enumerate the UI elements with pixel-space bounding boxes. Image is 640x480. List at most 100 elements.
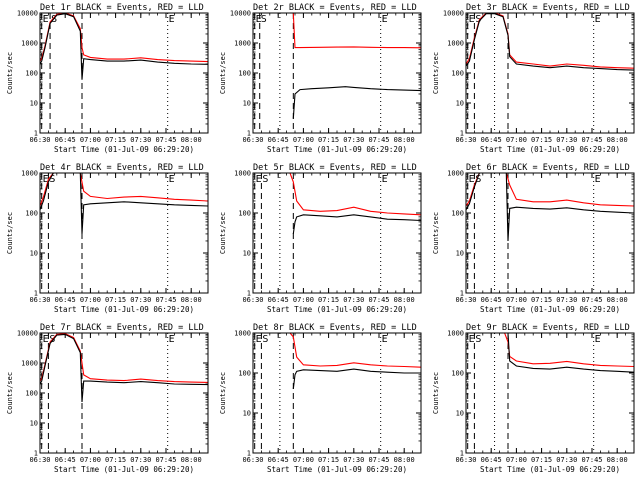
x-axis-label: Start Time (01-Jul-09 06:29:20)	[54, 145, 194, 154]
series-line-events	[466, 173, 634, 242]
panel-3: Det 3r BLACK = Events, RED = LLD Counts/s…	[432, 3, 635, 154]
x-tick-label: 07:15	[318, 456, 339, 464]
event-marker-label: S	[475, 334, 481, 345]
event-marker-label: E	[595, 334, 601, 345]
x-tick-label: 07:00	[506, 456, 527, 464]
y-tick-label: 100	[25, 390, 38, 398]
series-line-lld	[466, 13, 634, 69]
event-marker-label: S	[262, 334, 268, 345]
y-axis-label: Counts/sec	[219, 372, 227, 414]
x-tick-label: 07:45	[581, 296, 602, 304]
x-axis-label: Start Time (01-Jul-09 06:29:20)	[54, 465, 194, 474]
x-tick-label: 07:00	[506, 296, 527, 304]
x-tick-label: 07:15	[531, 456, 552, 464]
x-tick-label: 07:30	[343, 136, 364, 144]
panel-title: Det 9r BLACK = Events, RED = LLD	[466, 323, 630, 333]
y-tick-label: 100	[451, 210, 464, 218]
series-line-events	[292, 86, 421, 119]
series-line-lld	[40, 333, 208, 383]
x-tick-label: 07:45	[581, 456, 602, 464]
y-tick-label: 100	[451, 370, 464, 378]
plot-frame	[252, 12, 422, 134]
y-tick-label: 1	[460, 130, 464, 138]
x-tick-label: 08:00	[181, 456, 202, 464]
x-tick-label: 08:00	[607, 456, 628, 464]
x-tick-label: 07:15	[105, 136, 126, 144]
event-marker-label: E	[169, 14, 175, 25]
x-tick-label: 07:15	[318, 136, 339, 144]
plot-frame	[252, 172, 422, 294]
x-tick-label: 07:00	[506, 136, 527, 144]
event-marker-label: E	[382, 14, 388, 25]
event-marker-label: S	[475, 174, 481, 185]
y-tick-label: 1	[34, 290, 38, 298]
y-tick-label: 10	[243, 410, 251, 418]
x-tick-label: 06:30	[29, 456, 50, 464]
plot-frame	[465, 332, 635, 454]
event-marker-label: E	[43, 174, 49, 185]
x-tick-label: 06:45	[481, 296, 502, 304]
series-line-events	[507, 333, 634, 373]
y-tick-label: 10000	[17, 330, 38, 338]
event-marker-label: E	[256, 334, 262, 345]
y-tick-label: 1000	[447, 40, 464, 48]
y-tick-label: 1000	[21, 170, 38, 178]
y-tick-label: 10	[456, 100, 464, 108]
x-tick-label: 07:00	[80, 296, 101, 304]
panel-6: Det 6r BLACK = Events, RED = LLD Counts/s…	[432, 163, 635, 314]
x-tick-label: 07:30	[556, 296, 577, 304]
x-tick-label: 07:00	[293, 296, 314, 304]
y-tick-label: 100	[238, 210, 251, 218]
x-tick-label: 06:30	[29, 136, 50, 144]
x-tick-label: 07:45	[368, 136, 389, 144]
x-tick-label: 06:45	[481, 456, 502, 464]
panel-title: Det 7r BLACK = Events, RED = LLD	[40, 323, 204, 333]
y-tick-label: 10	[456, 250, 464, 258]
y-tick-label: 100	[238, 70, 251, 78]
y-tick-label: 100	[25, 210, 38, 218]
x-tick-label: 07:15	[531, 296, 552, 304]
y-tick-label: 100	[451, 70, 464, 78]
series-line-events	[40, 173, 208, 234]
series-line-lld	[289, 333, 421, 368]
x-tick-label: 07:15	[531, 136, 552, 144]
plot-frame	[465, 172, 635, 294]
event-marker-label: E	[169, 174, 175, 185]
event-marker-label: E	[382, 174, 388, 185]
series-line-lld	[40, 13, 208, 63]
series-line-events	[40, 13, 208, 80]
x-tick-label: 07:30	[343, 456, 364, 464]
y-tick-label: 10	[243, 250, 251, 258]
y-tick-label: 10	[30, 100, 38, 108]
x-tick-label: 07:15	[318, 296, 339, 304]
x-tick-label: 07:45	[155, 136, 176, 144]
series-line-events	[292, 214, 421, 234]
panel-1: Det 1r BLACK = Events, RED = LLD Counts/s…	[6, 3, 209, 154]
series-line-events	[40, 333, 208, 403]
x-tick-label: 06:30	[455, 456, 476, 464]
y-tick-label: 100	[238, 370, 251, 378]
event-marker-label: E	[169, 334, 175, 345]
y-axis-label: Counts/sec	[6, 212, 14, 254]
x-tick-label: 07:00	[293, 456, 314, 464]
x-tick-label: 06:30	[242, 296, 263, 304]
event-marker-label: E	[43, 334, 49, 345]
event-marker-label: S	[262, 174, 268, 185]
x-axis-label: Start Time (01-Jul-09 06:29:20)	[267, 465, 407, 474]
x-tick-label: 07:45	[155, 456, 176, 464]
series-line-events	[466, 13, 634, 71]
plot-frame	[465, 12, 635, 134]
y-tick-label: 1000	[234, 170, 251, 178]
panel-title: Det 3r BLACK = Events, RED = LLD	[466, 3, 630, 13]
x-tick-label: 07:15	[105, 296, 126, 304]
x-tick-label: 07:30	[130, 136, 151, 144]
x-tick-label: 06:30	[242, 136, 263, 144]
plot-frame	[252, 332, 422, 454]
x-tick-label: 06:30	[455, 296, 476, 304]
y-tick-label: 10	[30, 250, 38, 258]
plot-frame	[39, 172, 209, 294]
event-marker-label: E	[469, 174, 475, 185]
x-tick-label: 07:30	[343, 296, 364, 304]
event-marker-label: S	[51, 14, 57, 25]
x-tick-label: 07:00	[293, 136, 314, 144]
